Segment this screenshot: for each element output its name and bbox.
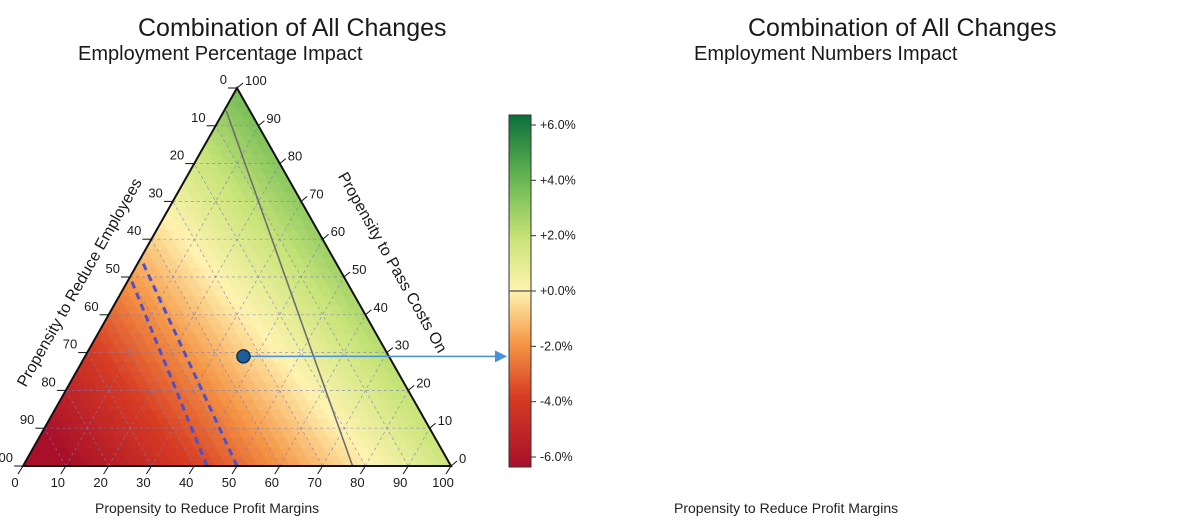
tick-mark: [274, 465, 281, 475]
selected-point-marker: [236, 349, 251, 364]
colorbar-label: -2.0%: [540, 339, 573, 353]
x-axis-label: Propensity to Reduce Profit Margins: [674, 500, 899, 516]
grid-line: [172, 201, 323, 467]
colorbar-label: +2.0%: [540, 229, 576, 243]
tick-label: 90: [266, 111, 280, 126]
tick-mark: [317, 465, 324, 475]
grid-line: [407, 428, 430, 467]
tick-label: 100: [245, 73, 267, 88]
tick-label: 40: [373, 300, 387, 315]
tick-label: 30: [395, 338, 409, 353]
x-axis-label: Propensity to Reduce Profit Margins: [95, 500, 320, 516]
grid-line: [65, 125, 259, 467]
tick-mark: [407, 385, 415, 391]
tick-label: 50: [106, 261, 120, 276]
tick-label: 90: [20, 412, 34, 427]
tick-mark: [60, 465, 67, 475]
tick-mark: [429, 422, 436, 429]
tick-label: 60: [84, 299, 98, 314]
grid-line: [44, 428, 67, 467]
tick-label: 70: [309, 186, 323, 201]
colorbar-label: +6.0%: [540, 118, 576, 132]
tick-label: 10: [191, 110, 205, 125]
grid-line: [108, 314, 195, 467]
grid-line: [65, 390, 109, 467]
chart-panel-numbers: Combination of All Changes Employment Nu…: [600, 0, 1200, 523]
dashed-contour-line: [128, 276, 209, 467]
chart-panel-percentage: Combination of All Changes Employment Pe…: [0, 14, 576, 516]
tick-label: 60: [265, 475, 279, 490]
grid-line: [365, 390, 409, 467]
tick-label: 100: [0, 450, 13, 465]
tick-label: 0: [459, 451, 466, 466]
tick-mark: [103, 465, 110, 475]
dashed-contour-line: [139, 257, 239, 467]
grid-line: [129, 276, 238, 467]
tick-label: 10: [51, 475, 65, 490]
tick-label: 80: [350, 475, 364, 490]
tick-mark: [17, 465, 24, 475]
tick-mark: [359, 465, 366, 475]
tick-label: 0: [220, 72, 227, 87]
heatmap: [23, 88, 451, 466]
tick-label: 70: [307, 475, 321, 490]
tick-mark: [279, 158, 287, 164]
tick-label: 80: [41, 374, 55, 389]
colorbar-label: -6.0%: [540, 450, 573, 464]
tick-mark: [300, 196, 308, 202]
grid-line: [236, 276, 345, 467]
tick-label: 60: [331, 224, 345, 239]
tick-label: 0: [11, 475, 18, 490]
tick-label: 30: [136, 475, 150, 490]
tick-mark: [188, 465, 195, 475]
grid-line: [108, 163, 281, 467]
tick-mark: [322, 233, 329, 240]
zero-contour-line: [225, 110, 354, 467]
colorbar-label: +4.0%: [540, 173, 576, 187]
grid: [44, 125, 430, 467]
grid-line: [86, 352, 152, 467]
tick-label: 80: [288, 149, 302, 164]
tick-mark: [236, 82, 244, 89]
grid-line: [193, 163, 366, 467]
grid-line: [279, 314, 366, 467]
tick-label: 30: [148, 185, 162, 200]
tick-label: 70: [63, 337, 77, 352]
tick-mark: [258, 120, 265, 127]
chart-title: Combination of All Changes: [138, 14, 447, 42]
tick-mark: [343, 271, 351, 278]
chart-title: Combination of All Changes: [748, 14, 1057, 42]
colorbar-label: -4.0%: [540, 395, 573, 409]
chart-subtitle: Employment Percentage Impact: [78, 43, 363, 65]
tick-label: 100: [432, 475, 454, 490]
tick-mark: [445, 465, 452, 475]
marker-arrow-head: [495, 350, 507, 363]
ternary-plot: 0010010109020208030307040406050505060604…: [600, 0, 1200, 523]
tick-mark: [145, 465, 152, 475]
tick-mark: [402, 465, 409, 475]
tick-mark: [450, 460, 458, 467]
grid-line: [322, 352, 388, 467]
tick-label: 10: [438, 413, 452, 428]
colorbar-label: +0.0%: [540, 284, 576, 298]
grid-line: [151, 201, 302, 467]
chart-subtitle: Employment Numbers Impact: [694, 43, 958, 65]
tick-label: 20: [93, 475, 107, 490]
grid-line: [215, 125, 409, 467]
tick-mark: [365, 309, 372, 316]
tick-mark: [231, 465, 238, 475]
tick-mark: [386, 347, 394, 353]
tick-label: 50: [352, 262, 366, 277]
tick-label: 20: [170, 148, 184, 163]
tick-label: 40: [127, 223, 141, 238]
tick-label: 20: [416, 375, 430, 390]
tick-label: 50: [222, 475, 236, 490]
tick-label: 90: [393, 475, 407, 490]
tick-label: 40: [179, 475, 193, 490]
